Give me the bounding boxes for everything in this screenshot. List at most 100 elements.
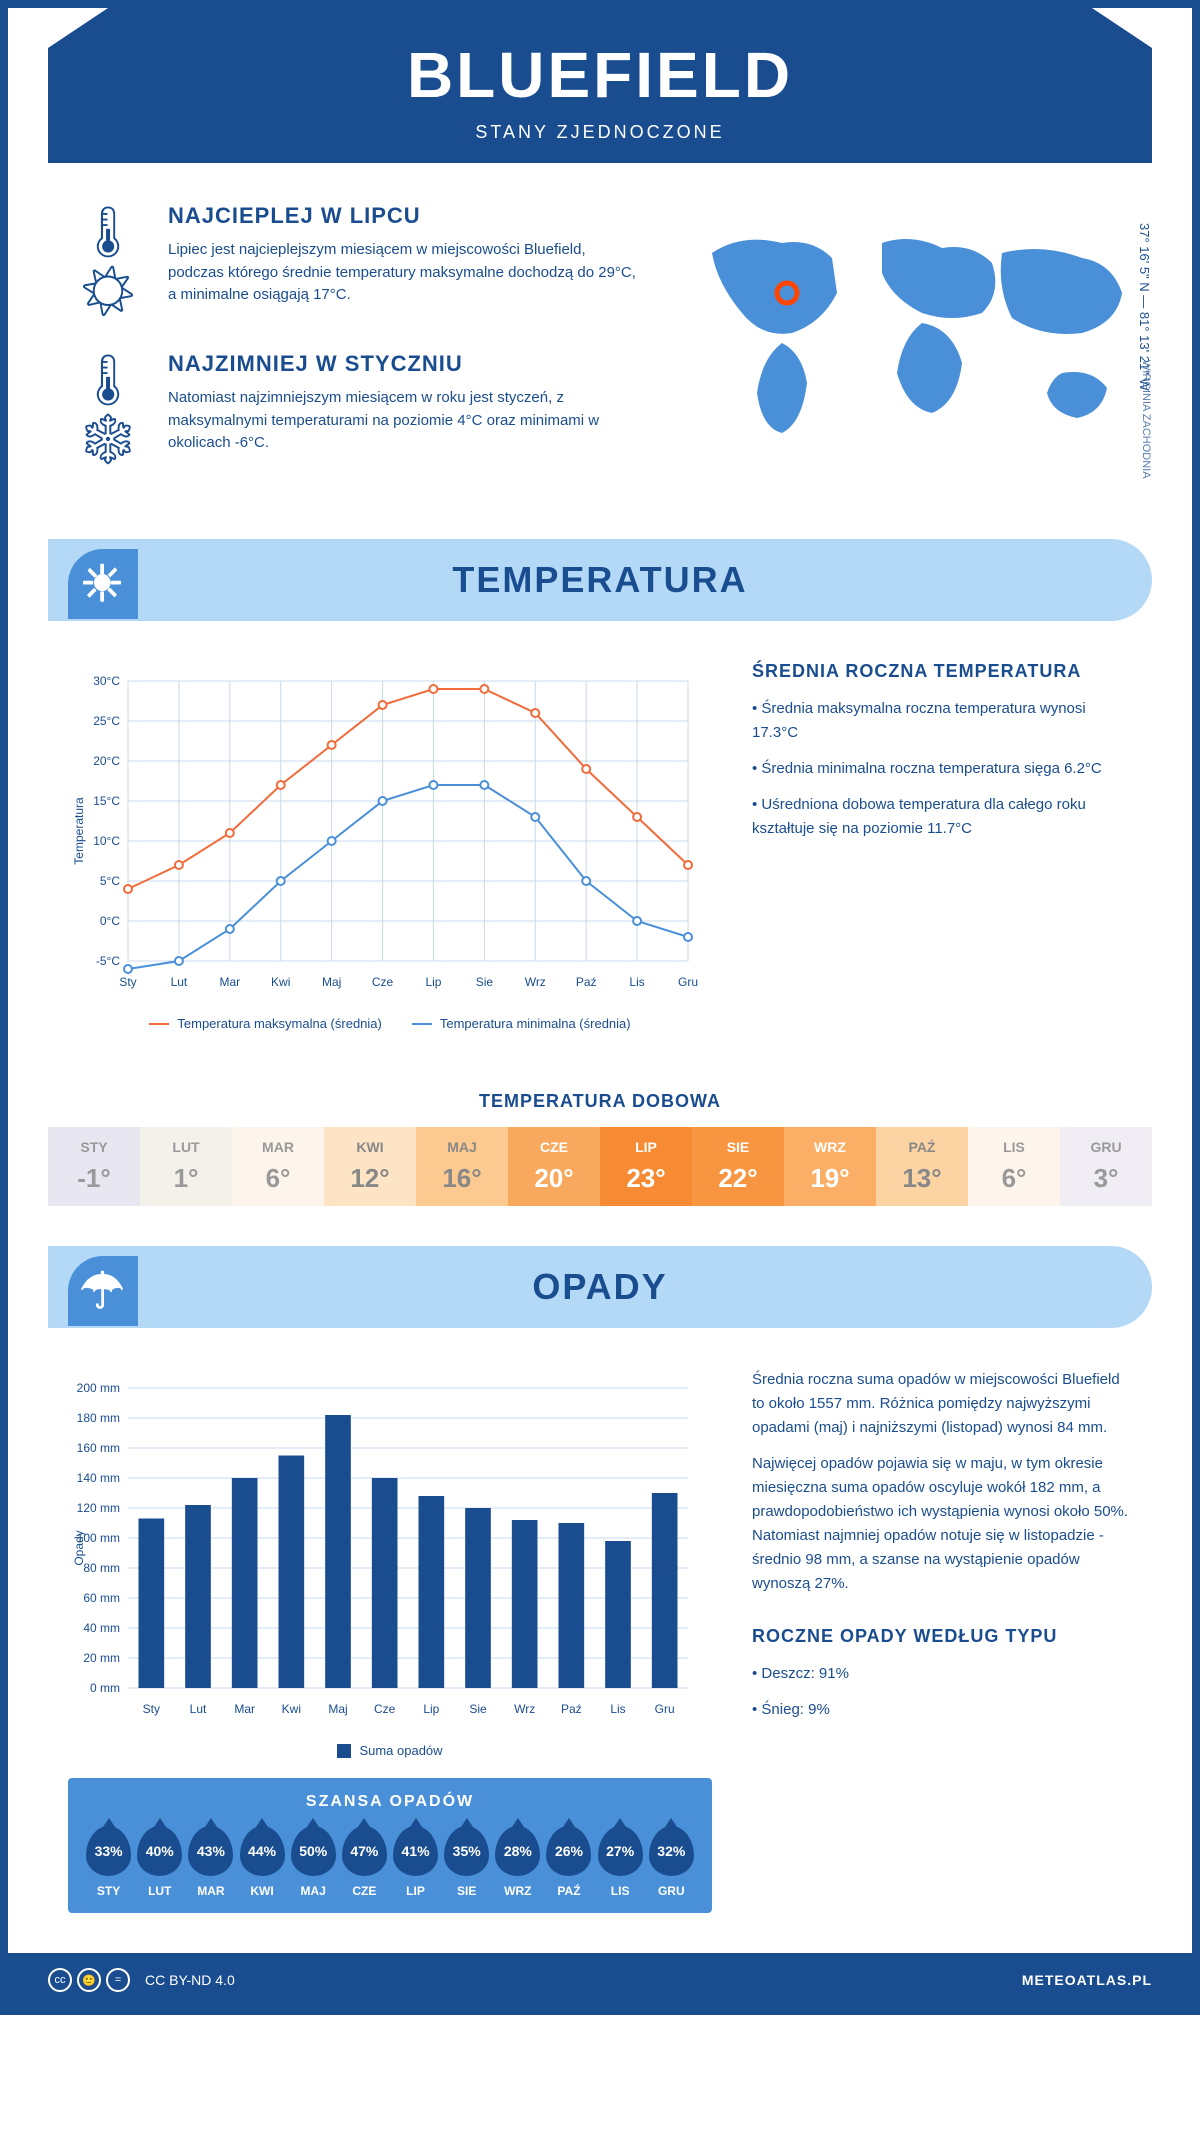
cc-icon: cc (48, 1968, 72, 1992)
svg-text:Lip: Lip (423, 1702, 439, 1716)
svg-text:Maj: Maj (328, 1702, 347, 1716)
temperature-section-header: ☀ TEMPERATURA (48, 539, 1152, 621)
world-map: 37° 16' 5" N — 81° 13' 21" W WIRGINIA ZA… (682, 203, 1132, 499)
svg-text:Wrz: Wrz (514, 1702, 535, 1716)
daily-temp-title: TEMPERATURA DOBOWA (8, 1091, 1192, 1112)
fact-text: Natomiast najzimniejszym miesiącem w rok… (168, 387, 642, 455)
svg-text:200 mm: 200 mm (77, 1381, 120, 1395)
temperature-summary: ŚREDNIA ROCZNA TEMPERATURA Średnia maksy… (752, 661, 1132, 1031)
fact-title: NAJCIEPLEJ W LIPCU (168, 203, 642, 229)
svg-text:20°C: 20°C (93, 754, 120, 768)
overview-section: 🌡☀ NAJCIEPLEJ W LIPCU Lipiec jest najcie… (8, 203, 1192, 539)
precipitation-bar-chart: 0 mm20 mm40 mm60 mm80 mm100 mm120 mm140 … (68, 1368, 712, 1758)
by-icon: 🙂 (77, 1968, 101, 1992)
chance-drop: 41%LIP (393, 1826, 438, 1898)
daily-temp-cell: STY-1° (48, 1127, 140, 1206)
svg-text:Wrz: Wrz (525, 975, 546, 989)
chance-drop: 44%KWI (240, 1826, 285, 1898)
svg-text:30°C: 30°C (93, 674, 120, 688)
svg-text:120 mm: 120 mm (77, 1501, 120, 1515)
chance-drop: 35%SIE (444, 1826, 489, 1898)
location-title: BLUEFIELD (48, 38, 1152, 112)
svg-text:-5°C: -5°C (96, 954, 120, 968)
svg-text:Cze: Cze (372, 975, 394, 989)
svg-text:25°C: 25°C (93, 714, 120, 728)
svg-text:Kwi: Kwi (282, 1702, 301, 1716)
precipitation-chance-box: SZANSA OPADÓW 33%STY40%LUT43%MAR44%KWI50… (68, 1778, 712, 1913)
svg-text:Sty: Sty (143, 1702, 160, 1716)
svg-text:180 mm: 180 mm (77, 1411, 120, 1425)
svg-text:Lis: Lis (610, 1702, 625, 1716)
svg-text:Temperatura: Temperatura (72, 797, 86, 865)
thermometer-cold-icon: 🌡❄ (68, 351, 148, 469)
svg-text:60 mm: 60 mm (83, 1591, 120, 1605)
svg-text:40 mm: 40 mm (83, 1621, 120, 1635)
chance-drop: 43%MAR (188, 1826, 233, 1898)
svg-text:Lut: Lut (190, 1702, 207, 1716)
svg-text:Cze: Cze (374, 1702, 396, 1716)
svg-text:15°C: 15°C (93, 794, 120, 808)
svg-text:Sie: Sie (476, 975, 494, 989)
region-label: WIRGINIA ZACHODNIA (1140, 360, 1152, 479)
precipitation-section-header: ☂ OPADY (48, 1246, 1152, 1328)
chance-drop: 27%LIS (598, 1826, 643, 1898)
header-banner: BLUEFIELD STANY ZJEDNOCZONE (48, 8, 1152, 163)
svg-text:0 mm: 0 mm (90, 1681, 120, 1695)
precipitation-summary: Średnia roczna suma opadów w miejscowośc… (752, 1368, 1132, 1913)
svg-text:Opady: Opady (72, 1530, 86, 1565)
svg-text:Gru: Gru (655, 1702, 675, 1716)
svg-text:80 mm: 80 mm (83, 1561, 120, 1575)
daily-temp-cell: MAJ16° (416, 1127, 508, 1206)
chance-drop: 28%WRZ (495, 1826, 540, 1898)
svg-text:5°C: 5°C (100, 874, 120, 888)
footer: cc 🙂 = CC BY-ND 4.0 METEOATLAS.PL (8, 1953, 1192, 2007)
svg-text:Mar: Mar (234, 1702, 255, 1716)
svg-text:140 mm: 140 mm (77, 1471, 120, 1485)
svg-text:Sty: Sty (119, 975, 136, 989)
svg-text:Lip: Lip (425, 975, 441, 989)
svg-text:Mar: Mar (219, 975, 240, 989)
fact-text: Lipiec jest najcieplejszym miesiącem w m… (168, 239, 642, 307)
warmest-fact: 🌡☀ NAJCIEPLEJ W LIPCU Lipiec jest najcie… (68, 203, 642, 321)
daily-temp-cell: LIP23° (600, 1127, 692, 1206)
coldest-fact: 🌡❄ NAJZIMNIEJ W STYCZNIU Natomiast najzi… (68, 351, 642, 469)
chance-drop: 40%LUT (137, 1826, 182, 1898)
temperature-line-chart: -5°C0°C5°C10°C15°C20°C25°C30°CStyLutMarK… (68, 661, 712, 1031)
daily-temp-cell: KWI12° (324, 1127, 416, 1206)
nd-icon: = (106, 1968, 130, 1992)
daily-temp-table: STY-1°LUT1°MAR6°KWI12°MAJ16°CZE20°LIP23°… (48, 1127, 1152, 1206)
daily-temp-cell: LUT1° (140, 1127, 232, 1206)
svg-text:0°C: 0°C (100, 914, 120, 928)
daily-temp-cell: MAR6° (232, 1127, 324, 1206)
svg-text:Lut: Lut (171, 975, 188, 989)
chance-drop: 33%STY (86, 1826, 131, 1898)
thermometer-hot-icon: 🌡☀ (68, 203, 148, 321)
svg-text:Kwi: Kwi (271, 975, 290, 989)
fact-title: NAJZIMNIEJ W STYCZNIU (168, 351, 642, 377)
daily-temp-cell: GRU3° (1060, 1127, 1152, 1206)
daily-temp-cell: WRZ19° (784, 1127, 876, 1206)
chance-drop: 26%PAŹ (546, 1826, 591, 1898)
svg-text:Paź: Paź (561, 1702, 582, 1716)
svg-text:Gru: Gru (678, 975, 698, 989)
umbrella-icon: ☂ (68, 1256, 138, 1326)
daily-temp-cell: PAŹ13° (876, 1127, 968, 1206)
site-name: METEOATLAS.PL (1022, 1972, 1152, 1988)
svg-text:160 mm: 160 mm (77, 1441, 120, 1455)
chart-legend: Suma opadów (68, 1743, 712, 1758)
svg-text:Maj: Maj (322, 975, 341, 989)
svg-text:Paź: Paź (576, 975, 597, 989)
chance-drop: 50%MAJ (291, 1826, 336, 1898)
svg-text:Lis: Lis (629, 975, 644, 989)
svg-text:20 mm: 20 mm (83, 1651, 120, 1665)
infographic-page: BLUEFIELD STANY ZJEDNOCZONE 🌡☀ NAJCIEPLE… (0, 0, 1200, 2015)
chance-drop: 32%GRU (649, 1826, 694, 1898)
chart-legend: Temperatura maksymalna (średnia) Tempera… (68, 1016, 712, 1031)
daily-temp-cell: CZE20° (508, 1127, 600, 1206)
country-subtitle: STANY ZJEDNOCZONE (48, 122, 1152, 143)
svg-text:Sie: Sie (469, 1702, 487, 1716)
daily-temp-cell: SIE22° (692, 1127, 784, 1206)
license-badges: cc 🙂 = CC BY-ND 4.0 (48, 1968, 235, 1992)
chance-drop: 47%CZE (342, 1826, 387, 1898)
daily-temp-cell: LIS6° (968, 1127, 1060, 1206)
